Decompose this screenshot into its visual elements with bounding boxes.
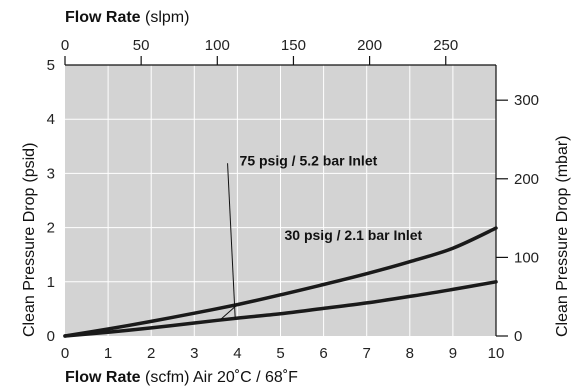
bottom-tick-label: 10 xyxy=(488,345,505,362)
top-axis-title: Flow Rate (slpm) xyxy=(65,9,189,26)
bottom-tick-label: 3 xyxy=(190,345,198,362)
left-tick-label: 1 xyxy=(47,274,55,291)
bottom-tick-label: 7 xyxy=(363,345,371,362)
bottom-tick-labels: 0 1 2 3 4 5 6 7 8 9 10 xyxy=(61,345,505,362)
top-tick-label: 250 xyxy=(433,37,458,54)
bottom-tick-label: 4 xyxy=(233,345,241,362)
left-tick-label: 3 xyxy=(47,165,55,182)
left-tick-labels: 0 1 2 3 4 5 xyxy=(47,57,55,345)
right-axis: 0 100 200 300 xyxy=(495,65,539,345)
left-tick-label: 0 xyxy=(47,328,55,345)
left-axis-title: Clean Pressure Drop (psid) xyxy=(21,143,38,337)
left-axis-title-main: Clean Pressure Drop xyxy=(21,188,38,338)
top-tick-label: 100 xyxy=(205,37,230,54)
annotation-leader-line xyxy=(227,163,236,320)
left-tick-label: 5 xyxy=(47,57,55,74)
bottom-tick-label: 1 xyxy=(104,345,112,362)
bottom-tick-label: 8 xyxy=(406,345,414,362)
bottom-axis-title: Flow Rate (scfm) Air 20˚C / 68˚F xyxy=(65,369,298,386)
bottom-tick-label: 5 xyxy=(276,345,284,362)
top-axis-title-bold: Flow Rate xyxy=(65,9,141,26)
bottom-tick-label: 6 xyxy=(319,345,327,362)
left-tick-label: 2 xyxy=(47,220,55,237)
bottom-axis-title-unit: (scfm) Air 20˚C / 68˚F xyxy=(141,369,299,386)
top-axis-title-unit: (slpm) xyxy=(141,9,190,26)
annotation-leader-line xyxy=(220,304,238,320)
top-tick-label: 0 xyxy=(61,37,69,54)
right-tick-label: 0 xyxy=(514,328,522,345)
bottom-tick-label: 9 xyxy=(449,345,457,362)
series-label-30-psig: 30 psig / 2.1 bar Inlet xyxy=(285,227,423,243)
series-line-1 xyxy=(63,280,498,338)
bottom-tick-label: 0 xyxy=(61,345,69,362)
top-axis: 0 50 100 150 200 250 xyxy=(61,37,496,66)
series-lines xyxy=(63,226,498,338)
top-tick-label: 50 xyxy=(133,37,150,54)
right-tick-label: 200 xyxy=(514,171,539,188)
right-axis-title-unit: (mbar) xyxy=(554,135,571,182)
top-tick-label: 150 xyxy=(281,37,306,54)
series-line-2 xyxy=(63,226,498,338)
bottom-axis-title-bold: Flow Rate xyxy=(65,369,141,386)
left-axis-title-unit: (psid) xyxy=(21,143,38,183)
right-axis-title-main: Clean Pressure Drop xyxy=(554,188,571,338)
left-tick-label: 4 xyxy=(47,111,55,128)
top-tick-label: 200 xyxy=(357,37,382,54)
bottom-tick-label: 2 xyxy=(147,345,155,362)
right-tick-label: 100 xyxy=(514,249,539,266)
right-tick-label: 300 xyxy=(514,92,539,109)
right-axis-title: Clean Pressure Drop (mbar) xyxy=(554,135,571,337)
series-label-75-psig: 75 psig / 5.2 bar Inlet xyxy=(240,152,378,168)
annotations: 75 psig / 5.2 bar Inlet 30 psig / 2.1 bar… xyxy=(220,152,423,320)
